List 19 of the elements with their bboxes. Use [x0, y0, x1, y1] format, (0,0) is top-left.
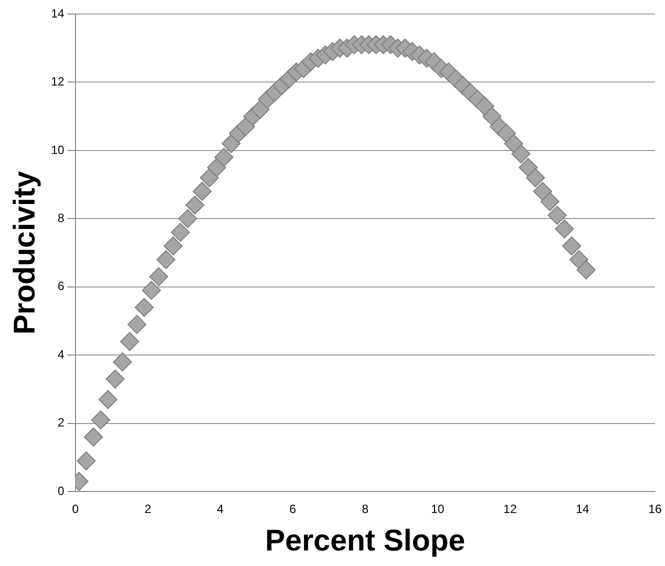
y-tick-label: 8: [58, 211, 65, 225]
x-tick-label: 10: [430, 502, 445, 516]
x-tick-label: 12: [503, 502, 518, 516]
x-tick-label: 6: [289, 502, 296, 516]
x-tick-label: 2: [144, 502, 152, 516]
x-tick-label: 4: [216, 502, 224, 516]
y-tick-label: 0: [58, 484, 65, 498]
x-tick-label: 8: [362, 502, 369, 516]
x-tick-label: 14: [576, 502, 590, 516]
y-tick-label: 6: [58, 279, 65, 294]
x-tick-label: 0: [72, 502, 80, 516]
y-tick-label: 10: [50, 142, 65, 157]
y-tick-label: 4: [58, 347, 65, 362]
y-tick-label: 2: [58, 416, 65, 430]
y-axis-title: Producivity: [8, 170, 42, 334]
y-tick-label: 14: [50, 6, 65, 20]
y-tick-label: 12: [50, 74, 65, 89]
x-tick-label: 16: [648, 502, 662, 516]
x-axis-title: Percent Slope: [265, 524, 466, 558]
